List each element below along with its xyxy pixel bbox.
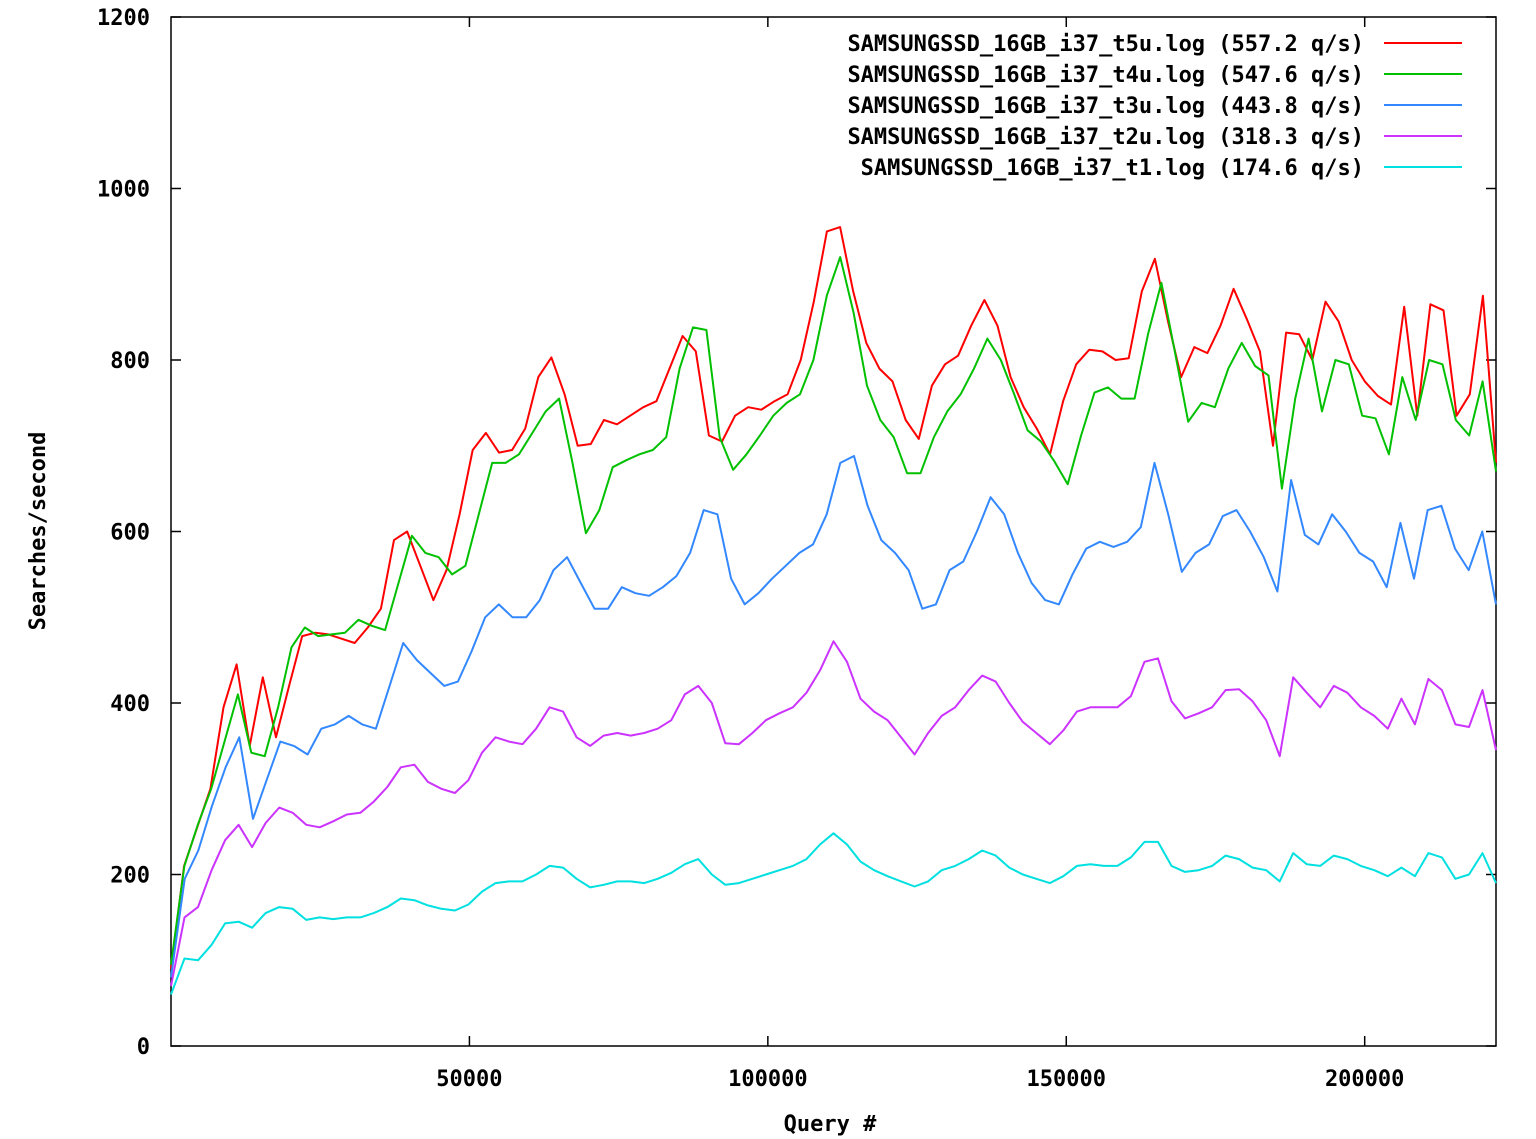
series-lines — [170, 226, 1497, 995]
x-tick-label: 50000 — [436, 1067, 502, 1092]
series-line-2 — [170, 256, 1497, 965]
y-tick-label: 1200 — [97, 6, 150, 31]
x-tick-label: 100000 — [728, 1067, 807, 1092]
y-tick-label: 800 — [110, 349, 150, 374]
series-line-3 — [170, 455, 1497, 978]
legend-label-2: SAMSUNGSSD_16GB_i37_t4u.log (547.6 q/s) — [847, 63, 1364, 88]
y-tick-label: 1000 — [97, 178, 150, 203]
y-tick-label: 0 — [137, 1035, 150, 1060]
series-line-5 — [170, 832, 1497, 995]
legend-label-4: SAMSUNGSSD_16GB_i37_t2u.log (318.3 q/s) — [847, 125, 1364, 150]
x-tick-label: 150000 — [1027, 1067, 1106, 1092]
y-tick-label: 600 — [110, 521, 150, 546]
y-tick-label: 200 — [110, 864, 150, 889]
x-tick-label: 200000 — [1325, 1067, 1404, 1092]
y-tick-label: 400 — [110, 692, 150, 717]
x-axis-title: Query # — [784, 1112, 877, 1137]
y-axis-title: Searches/second — [26, 432, 51, 631]
axis-ticks: 0 200 400 600 800 1000 1200 50000 100000 150000 20… — [97, 6, 1496, 1092]
legend-label-3: SAMSUNGSSD_16GB_i37_t3u.log (443.8 q/s) — [847, 94, 1364, 119]
legend-label-1: SAMSUNGSSD_16GB_i37_t5u.log (557.2 q/s) — [847, 32, 1364, 57]
series-line-4 — [170, 640, 1497, 987]
legend-label-5: SAMSUNGSSD_16GB_i37_t1.log (174.6 q/s) — [861, 156, 1364, 181]
legend: SAMSUNGSSD_16GB_i37_t5u.log (557.2 q/s) S… — [847, 32, 1462, 181]
